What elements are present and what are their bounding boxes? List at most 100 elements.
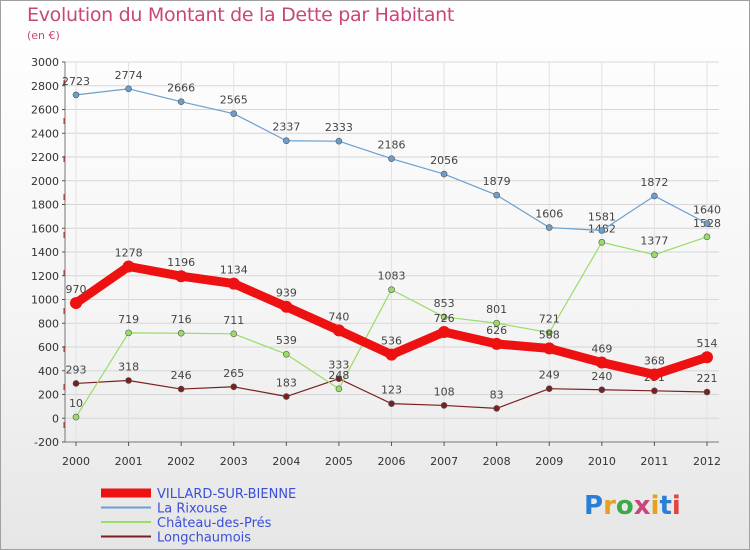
- data-label: 1134: [220, 264, 248, 277]
- x-tick-label: 2012: [693, 455, 721, 468]
- y-tick-label: 600: [38, 341, 59, 354]
- data-label: 2723: [62, 75, 90, 88]
- data-point: [230, 383, 238, 391]
- data-label: 514: [697, 337, 718, 350]
- data-point: [651, 192, 658, 200]
- data-point: [280, 300, 293, 313]
- data-point: [598, 227, 606, 234]
- data-label: 539: [276, 334, 297, 347]
- data-label: 1879: [483, 175, 511, 188]
- data-point: [283, 137, 290, 145]
- data-label: 1581: [588, 211, 616, 224]
- data-point: [438, 326, 451, 339]
- y-tick-label: 2400: [31, 127, 59, 140]
- data-point: [701, 351, 713, 364]
- data-point: [493, 405, 500, 412]
- data-label: 83: [490, 388, 504, 401]
- x-tick-label: 2011: [640, 455, 668, 468]
- data-label: 1377: [640, 235, 668, 248]
- data-label: 246: [171, 369, 192, 382]
- x-tick-label: 2007: [430, 455, 458, 468]
- logo-letter: o: [615, 491, 634, 521]
- y-tick-label: 800: [38, 317, 59, 330]
- data-label: 265: [223, 367, 244, 380]
- data-point: [283, 350, 290, 358]
- y-tick-label: 3000: [31, 56, 59, 69]
- data-label: 2333: [325, 121, 353, 134]
- proxiti-logo: Proxiti: [584, 491, 681, 521]
- data-label: 1083: [378, 270, 406, 283]
- data-label: 853: [434, 297, 455, 310]
- data-point: [227, 277, 240, 290]
- data-label: 221: [697, 372, 718, 385]
- data-point: [703, 233, 711, 241]
- data-label: 10: [69, 397, 83, 410]
- data-label: 588: [539, 328, 560, 341]
- y-tick-label: 2200: [31, 151, 59, 164]
- chart-title: Evolution du Montant de la Dette par Hab…: [27, 4, 455, 26]
- data-point: [70, 297, 82, 310]
- y-tick-label: 400: [38, 365, 59, 378]
- y-tick-label: 1600: [31, 222, 59, 235]
- x-tick-label: 2000: [62, 455, 90, 468]
- data-label: 183: [276, 377, 297, 390]
- data-point: [545, 329, 553, 336]
- data-label: 123: [381, 384, 402, 397]
- data-point: [125, 85, 132, 93]
- data-point: [598, 386, 606, 394]
- data-label: 740: [328, 310, 349, 323]
- data-label: 333: [328, 359, 349, 372]
- data-point: [230, 110, 238, 117]
- legend-label: Château-des-Prés: [157, 516, 272, 531]
- data-point: [545, 224, 553, 231]
- legend-label: Longchaumois: [157, 531, 251, 546]
- y-tick-label: 2600: [31, 104, 59, 117]
- data-point: [125, 329, 132, 337]
- logo-letter: P: [584, 491, 604, 521]
- data-point: [440, 313, 448, 321]
- data-label: 1872: [640, 176, 668, 189]
- y-tick-label: 1200: [31, 270, 59, 283]
- x-tick-label: 2003: [220, 455, 248, 468]
- data-point: [388, 286, 395, 293]
- data-point: [388, 400, 395, 407]
- data-point: [335, 375, 343, 383]
- y-tick-label: 2000: [31, 175, 59, 188]
- data-point: [651, 251, 658, 259]
- data-label: 108: [434, 385, 455, 398]
- series-group: 2933182462651833331231088324924023122110…: [62, 69, 721, 421]
- legend-label: VILLARD-SUR-BIENNE: [157, 487, 296, 502]
- data-label: 1606: [535, 208, 563, 221]
- data-point: [177, 385, 185, 393]
- data-point: [493, 191, 500, 199]
- data-label: 2056: [430, 154, 458, 167]
- y-tick-label: 1800: [31, 199, 59, 212]
- data-label: 2774: [115, 69, 143, 82]
- x-axis-ticks: 2000 2001 2002 2003 2004 2005 2006 2007 2008 2009…: [62, 442, 721, 468]
- data-point: [703, 388, 711, 396]
- legend-label: La Rixouse: [157, 502, 227, 517]
- data-label: 318: [118, 360, 139, 373]
- grid-lines: [65, 61, 719, 443]
- y-axis-ticks: -200 0 200 400 600 800 1000 1200 1400 1600 1800 200…: [31, 56, 65, 449]
- data-point: [440, 402, 448, 409]
- data-label: 801: [486, 303, 507, 316]
- data-point: [440, 170, 448, 178]
- data-point: [335, 137, 343, 145]
- data-point: [598, 238, 606, 246]
- data-point: [388, 155, 395, 162]
- logo-letter: i: [650, 491, 660, 521]
- y-tick-label: 1400: [31, 246, 59, 259]
- data-point: [595, 356, 608, 369]
- x-tick-label: 2004: [272, 455, 300, 468]
- data-point: [703, 220, 711, 227]
- x-tick-label: 2009: [535, 455, 563, 468]
- data-label: 240: [591, 370, 612, 383]
- x-tick-label: 2010: [588, 455, 616, 468]
- data-label: 249: [539, 369, 560, 382]
- data-point: [335, 385, 343, 393]
- y-tick-label: 2800: [31, 80, 59, 93]
- x-tick-label: 2006: [378, 455, 406, 468]
- data-point: [283, 393, 290, 400]
- data-label: 469: [591, 343, 612, 356]
